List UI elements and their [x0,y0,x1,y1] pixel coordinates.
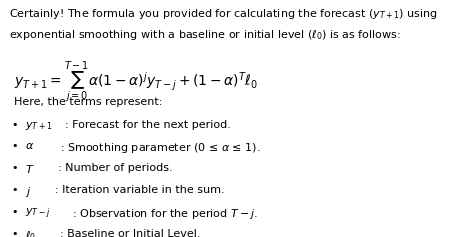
Text: : Smoothing parameter (0 ≤ $\alpha$ ≤ 1).: : Smoothing parameter (0 ≤ $\alpha$ ≤ 1)… [60,141,261,155]
Text: Here, the terms represent:: Here, the terms represent: [14,97,163,107]
Text: Certainly! The formula you provided for calculating the forecast ($y_{T+1}$) usi: Certainly! The formula you provided for … [9,7,438,21]
Text: $T$: $T$ [25,163,34,175]
Text: $y_{T+1}$: $y_{T+1}$ [25,120,52,132]
Text: : Baseline or Initial Level.: : Baseline or Initial Level. [60,229,201,237]
Text: •: • [12,229,18,237]
Text: •: • [12,185,18,195]
Text: $y_{T-j}$: $y_{T-j}$ [25,207,50,221]
Text: •: • [12,207,18,217]
Text: $\alpha$: $\alpha$ [25,141,34,151]
Text: : Forecast for the next period.: : Forecast for the next period. [65,120,231,130]
Text: : Iteration variable in the sum.: : Iteration variable in the sum. [55,185,225,195]
Text: •: • [12,120,18,130]
Text: •: • [12,163,18,173]
Text: $\ell_0$: $\ell_0$ [25,229,36,237]
Text: •: • [12,141,18,151]
Text: : Observation for the period $T - j$.: : Observation for the period $T - j$. [72,207,258,221]
Text: $y_{T+1} = \sum_{j=0}^{T-1} \alpha(1-\alpha)^j y_{T-j} + (1-\alpha)^T \ell_0$: $y_{T+1} = \sum_{j=0}^{T-1} \alpha(1-\al… [14,59,258,105]
Text: $j$: $j$ [25,185,31,199]
Text: : Number of periods.: : Number of periods. [58,163,173,173]
Text: exponential smoothing with a baseline or initial level ($\ell_0$) is as follows:: exponential smoothing with a baseline or… [9,28,401,42]
